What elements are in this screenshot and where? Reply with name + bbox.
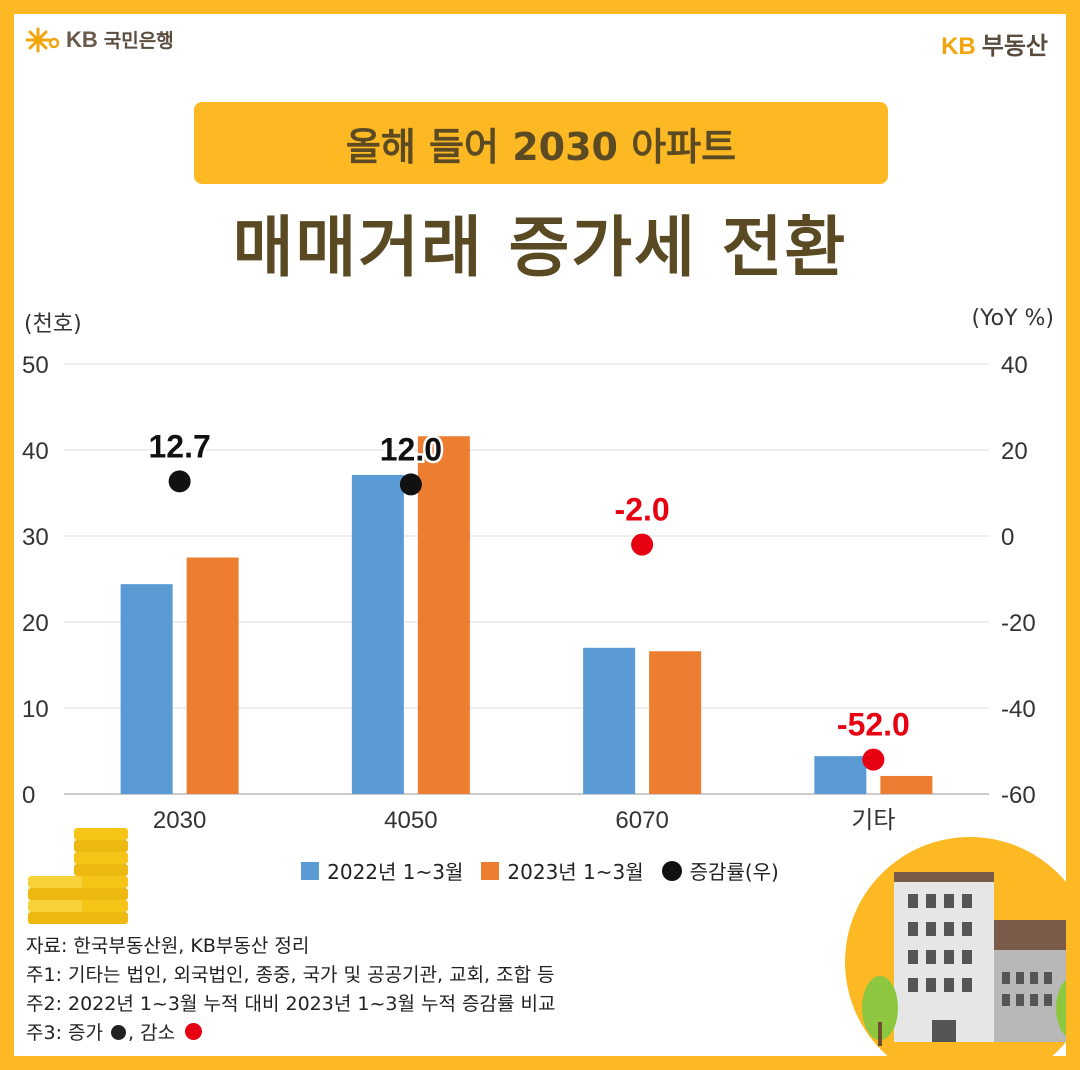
legend-item-rate: 증감률(우) — [661, 856, 779, 885]
headline: 매매거래 증가세 전환 — [232, 209, 848, 286]
bar-2023 — [186, 557, 239, 794]
legend-item-2023: 2023년 1~3월 — [481, 856, 644, 885]
bar-2023 — [649, 651, 702, 794]
legend-dot-black — [661, 860, 682, 881]
source-note: 자료: 한국부동산원, KB부동산 정리 — [26, 935, 310, 957]
legend-item-2022: 2022년 1~3월 — [301, 856, 463, 885]
bar-2023 — [417, 436, 470, 794]
kb-bank-logo: KB 국민은행 — [26, 26, 174, 53]
y2-tick-label: 40 — [1001, 352, 1028, 379]
rate-point — [631, 533, 654, 556]
rate-point — [168, 470, 191, 493]
footnotes: 자료: 한국부동산원, KB부동산 정리 주1: 기타는 법인, 외국법인, 종… — [26, 932, 555, 1048]
x-tick-label: 6070 — [615, 807, 668, 834]
bar-2023 — [880, 775, 933, 794]
x-tick-label: 2030 — [153, 807, 206, 834]
legend-swatch-blue — [301, 861, 320, 880]
y-tick-label: 10 — [22, 696, 49, 723]
rate-label: -52.0 — [837, 707, 910, 743]
right-axis-unit: (YoY %) — [971, 306, 1054, 331]
kb-realty-logo: KB 부동산 — [941, 26, 1048, 61]
realty-logo-mark: KB — [941, 33, 976, 60]
y2-tick-label: -60 — [1001, 782, 1036, 809]
note-3-prefix: 주3: 증가 — [26, 1022, 103, 1044]
infographic-card: KB 국민은행 KB 부동산 올해 들어 2030 아파트 매매거래 증가세 전환… — [14, 14, 1066, 1056]
apartment-building-illustration — [845, 837, 1066, 1056]
rate-label: 12.0 — [380, 431, 442, 467]
y-tick-label: 40 — [22, 438, 49, 465]
star-icon — [26, 27, 60, 52]
rate-label: -2.0 — [615, 492, 670, 528]
x-tick-label: 4050 — [384, 807, 437, 834]
bar-2022 — [814, 756, 867, 794]
y2-tick-label: 0 — [1001, 524, 1014, 551]
legend-label-2023: 2023년 1~3월 — [507, 860, 644, 884]
realty-name: 부동산 — [981, 32, 1048, 60]
bar-2022 — [583, 647, 636, 794]
note-3-mid: , 감소 — [128, 1022, 176, 1044]
y-tick-label: 20 — [22, 610, 49, 637]
coin-stack-icon — [28, 828, 128, 924]
legend: 2022년 1~3월 2023년 1~3월 증감률(우) — [14, 856, 1066, 885]
increase-dot-icon — [111, 1025, 127, 1040]
y-tick-label: 50 — [22, 352, 49, 379]
bank-logo-mark: KB — [66, 26, 98, 52]
legend-label-2022: 2022년 1~3월 — [327, 860, 464, 884]
note-3: 주3: 증가 , 감소 — [26, 1019, 555, 1048]
title-banner: 올해 들어 2030 아파트 — [194, 102, 888, 184]
legend-swatch-orange — [481, 861, 500, 880]
rate-point — [399, 473, 422, 496]
left-axis-unit: (천호) — [24, 312, 82, 337]
note-2: 주2: 2022년 1~3월 누적 대비 2023년 1~3월 누적 증감률 비… — [26, 993, 556, 1015]
note-1: 주1: 기타는 법인, 외국법인, 종중, 국가 및 공공기관, 교회, 조합 … — [26, 964, 555, 986]
rate-label: 12.7 — [148, 428, 210, 464]
y2-tick-label: -40 — [1001, 696, 1036, 723]
rate-point — [862, 748, 885, 771]
y-tick-label: 0 — [22, 782, 35, 809]
y-tick-label: 30 — [22, 524, 49, 551]
legend-label-rate: 증감률(우) — [689, 860, 779, 884]
bar-2022 — [351, 474, 404, 794]
y2-tick-label: -20 — [1001, 610, 1036, 637]
bank-name: 국민은행 — [103, 30, 174, 52]
y2-tick-label: 20 — [1001, 438, 1028, 465]
x-tick-label: 기타 — [851, 807, 895, 834]
decrease-dot-icon — [185, 1023, 203, 1040]
bar-2022 — [120, 584, 173, 794]
